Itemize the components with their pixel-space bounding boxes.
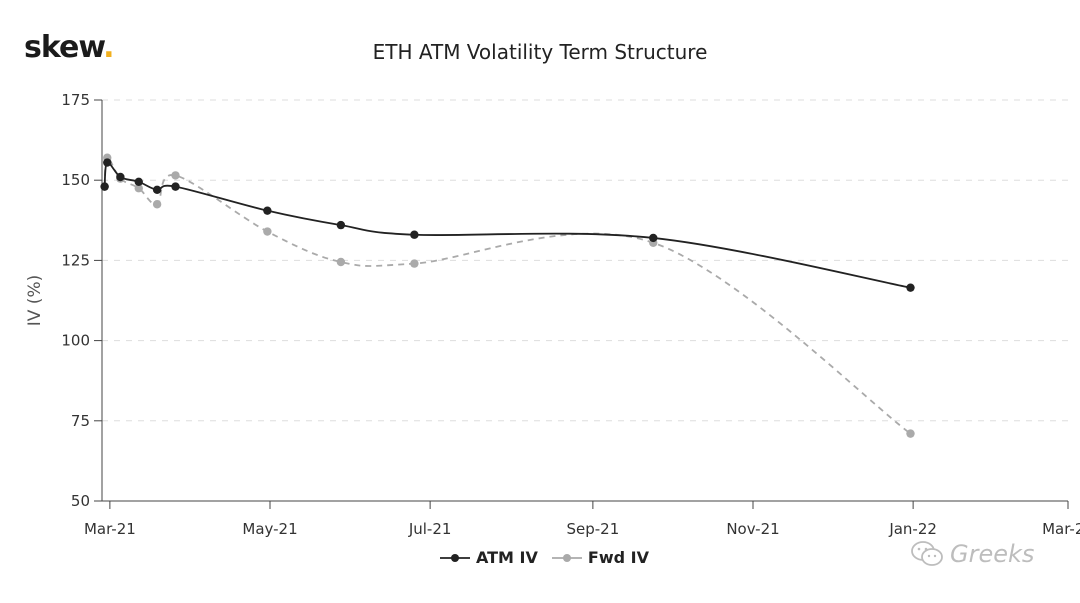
legend-fwd-marker-icon	[551, 553, 582, 562]
x-tick-label: Mar-22	[1042, 520, 1080, 538]
data-point-atm	[906, 283, 915, 292]
data-point-atm	[134, 177, 143, 187]
data-point-atm	[103, 158, 112, 167]
legend-atm-marker-icon	[440, 553, 470, 562]
brand-name: skew	[24, 30, 104, 65]
brand-dot: .	[103, 30, 114, 65]
x-tick-label: Jan-22	[888, 520, 937, 538]
y-tick-label: 50	[71, 492, 90, 510]
watermark: Greeks	[910, 540, 1034, 568]
legend-item-fwd[interactable]: Fwd IV	[551, 548, 649, 567]
wechat-icon	[911, 541, 943, 566]
data-point-fwd	[171, 171, 180, 180]
y-tick-label: 75	[71, 412, 90, 430]
watermark-text: Greeks	[950, 540, 1035, 568]
data-point-fwd	[336, 257, 346, 267]
data-point-atm	[152, 185, 162, 195]
data-point-fwd	[152, 200, 162, 209]
chart-title: ETH ATM Volatility Term Structure	[372, 40, 708, 64]
data-point-fwd	[906, 429, 915, 438]
y-axis-label: IV (%)	[25, 275, 45, 326]
data-point-atm	[263, 206, 272, 215]
data-point-atm	[649, 233, 658, 243]
y-tick-label: 175	[61, 91, 90, 109]
legend: ATM IV Fwd IV	[440, 548, 649, 567]
x-tick-label: Sep-21	[566, 520, 619, 538]
data-point-fwd	[263, 227, 272, 236]
x-tick-label: Jul-21	[408, 520, 452, 538]
data-point-atm	[410, 230, 419, 239]
y-tick-label: 125	[61, 251, 90, 269]
data-point-atm	[171, 182, 180, 191]
series-line-atm	[103, 161, 911, 289]
data-point-atm	[116, 172, 125, 182]
legend-fwd-label: Fwd IV	[587, 548, 649, 567]
data-point-fwd	[134, 184, 143, 193]
x-tick-label: May-21	[242, 520, 297, 538]
y-tick-label: 150	[61, 171, 90, 189]
x-tick-label: Mar-21	[84, 520, 136, 538]
x-tick-label: Nov-21	[726, 520, 779, 538]
data-point-fwd	[410, 259, 419, 268]
brand-logo: skew.	[24, 30, 115, 65]
y-tick-label: 100	[61, 332, 90, 350]
data-point-atm	[336, 220, 346, 230]
data-point-atm	[100, 182, 109, 191]
legend-item-atm[interactable]: ATM IV	[440, 548, 538, 567]
legend-atm-label: ATM IV	[476, 548, 538, 567]
